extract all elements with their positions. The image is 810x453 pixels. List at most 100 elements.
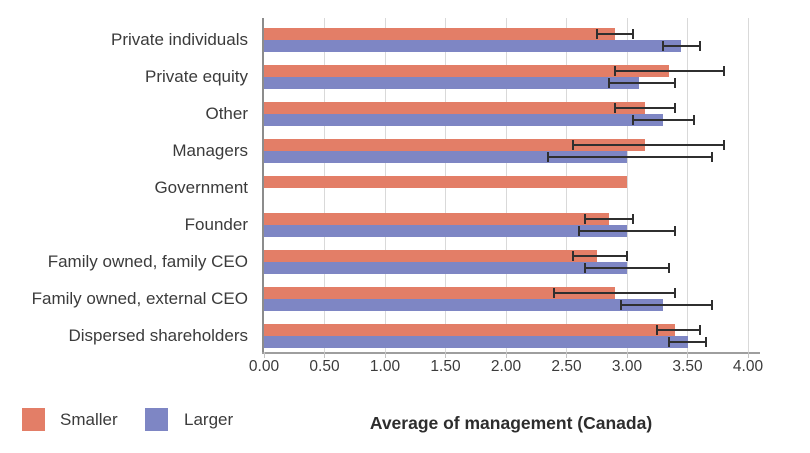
error-bar-cap: [626, 251, 628, 261]
error-bar-cap: [632, 115, 635, 125]
error-bar: [663, 45, 700, 47]
x-tick-label: 3.00: [611, 358, 643, 375]
bar-larger: [264, 225, 627, 237]
x-tick-label: 2.00: [490, 358, 522, 375]
x-tick-label: 1.50: [430, 358, 461, 375]
legend-label-larger: Larger: [184, 410, 234, 429]
bar-smaller: [264, 65, 670, 77]
gridline: [687, 18, 688, 352]
error-bar-cap: [619, 300, 622, 310]
error-bar: [657, 329, 700, 331]
error-bar-cap: [692, 115, 695, 125]
error-bar: [584, 267, 670, 269]
category-label: Founder: [184, 215, 248, 234]
error-bar-cap: [722, 66, 725, 76]
error-bar: [608, 82, 676, 84]
error-bar-cap: [662, 41, 665, 51]
gridline: [626, 18, 628, 352]
axis-tick: [747, 352, 749, 358]
error-bar-cap: [656, 325, 659, 335]
plot-area: [262, 18, 760, 358]
error-bar-cap: [553, 288, 556, 298]
x-axis-line: [262, 352, 760, 354]
bar-larger: [264, 114, 664, 126]
error-bar-cap: [607, 78, 610, 88]
error-bar: [614, 70, 724, 72]
bar-smaller: [264, 139, 646, 151]
error-bar: [572, 255, 627, 257]
error-bar: [554, 292, 676, 294]
x-tick-label: 0.00: [248, 358, 280, 375]
bar-smaller: [264, 102, 646, 114]
legend: Smaller Larger Average of management (Ca…: [0, 404, 810, 438]
error-bar-cap: [632, 214, 635, 224]
gridline: [747, 18, 749, 352]
bar-smaller: [264, 324, 676, 336]
legend-label-smaller: Smaller: [60, 410, 118, 429]
x-tick-label: 0.50: [309, 358, 340, 375]
bar-larger: [264, 299, 664, 311]
error-bar-cap: [613, 66, 616, 76]
bar-smaller: [264, 287, 615, 299]
error-bar: [614, 107, 676, 109]
error-bar-cap: [674, 288, 677, 298]
error-bar: [548, 156, 712, 158]
x-tick-label: 2.50: [551, 358, 582, 375]
error-bar-cap: [710, 300, 713, 310]
category-label: Managers: [172, 141, 248, 160]
bar-smaller: [264, 176, 627, 188]
bar-larger: [264, 40, 682, 52]
category-label: Family owned, family CEO: [47, 252, 248, 271]
axis-tick: [505, 352, 507, 358]
error-bar: [620, 304, 712, 306]
chart-title: Average of management (Canada): [369, 413, 653, 433]
bar-larger: [264, 77, 640, 89]
error-bar: [578, 230, 676, 232]
legend-swatch-larger: [145, 408, 168, 431]
error-bar-cap: [674, 78, 677, 88]
category-label: Other: [205, 104, 248, 123]
bar-smaller: [264, 28, 615, 40]
error-bar-cap: [613, 103, 616, 113]
error-bar: [584, 218, 634, 220]
error-bar-cap: [577, 226, 580, 236]
error-bar: [633, 119, 694, 121]
error-bar-cap: [674, 226, 677, 236]
bar-larger: [264, 151, 627, 163]
axis-tick: [687, 352, 688, 358]
error-bar-cap: [704, 337, 707, 347]
error-bar-cap: [583, 214, 586, 224]
category-label: Private individuals: [110, 30, 248, 49]
axis-tick: [324, 352, 325, 358]
error-bar-cap: [571, 251, 574, 261]
error-bar-cap: [698, 41, 701, 51]
error-bar: [669, 341, 706, 343]
axis-tick: [566, 352, 567, 358]
error-bar-cap: [698, 325, 701, 335]
bar-larger: [264, 262, 627, 274]
error-bar: [572, 144, 724, 146]
category-label: Dispersed shareholders: [68, 326, 248, 345]
error-bar-cap: [674, 103, 677, 113]
error-bar-cap: [571, 140, 574, 150]
axis-tick: [626, 352, 628, 358]
axis-tick: [263, 352, 265, 358]
x-tick-label: 4.00: [732, 358, 764, 375]
bar-larger: [264, 336, 688, 348]
error-bar-cap: [668, 263, 671, 273]
bar-smaller: [264, 250, 597, 262]
error-bar: [596, 33, 634, 35]
error-bar-cap: [632, 29, 635, 39]
x-tick-label: 1.00: [369, 358, 401, 375]
axis-tick: [384, 352, 386, 358]
bar-smaller: [264, 213, 609, 225]
error-bar-cap: [583, 263, 586, 273]
category-label: Government: [154, 178, 248, 197]
x-tick-label: 3.50: [672, 358, 703, 375]
error-bar-cap: [710, 152, 713, 162]
axis-tick: [445, 352, 446, 358]
legend-swatch-smaller: [22, 408, 45, 431]
category-label: Private equity: [145, 67, 248, 86]
error-bar-cap: [595, 29, 598, 39]
